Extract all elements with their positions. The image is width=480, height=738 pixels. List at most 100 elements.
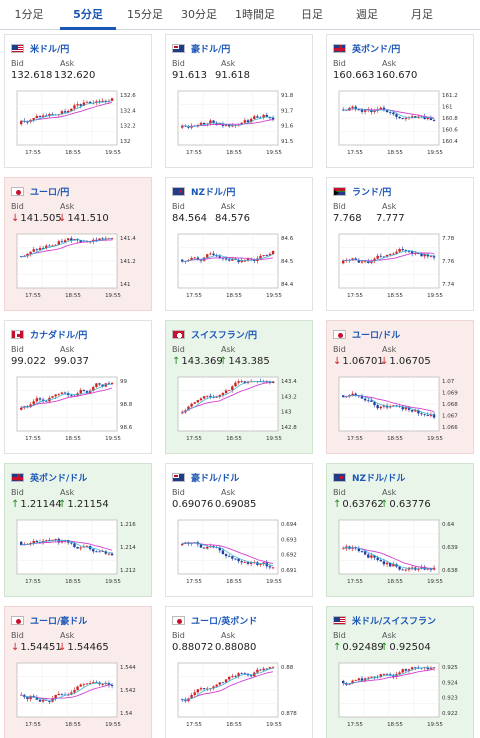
arrow-down-icon: ↓ [58,642,67,653]
tab-6[interactable]: 週足 [356,8,378,21]
candle [67,238,70,241]
currency-card[interactable]: NZドル/円 Bid Ask 84.564 84.576 84.6 84.5 84.4 17:5… [165,177,313,311]
mini-candlestick-chart[interactable]: 1.216 1.214 1.212 17:55 18:55 19:55 [15,518,143,592]
pair-name[interactable]: ユーロ/英ポンド [191,616,258,627]
currency-card[interactable]: 英ポンド/円 Bid Ask 160.663 160.670 161.2 161 160.8 1… [326,34,474,168]
mini-candlestick-chart[interactable]: 0.694 0.693 0.692 0.691 17:55 18:55 19:55 [176,518,304,592]
pair-name[interactable]: ランド/円 [352,187,392,198]
tab-0[interactable]: 1分足 [14,8,44,21]
candle [196,400,200,403]
ask-value: ↓1.54465 [58,642,109,653]
bid-value: 132.618 [11,70,53,81]
currency-card[interactable]: 米ドル/スイスフラン Bid Ask ↑0.92489 ↑0.92504 0.925 0.9… [326,606,474,738]
currency-card[interactable]: スイスフラン/円 Bid Ask ↑143.369 ↑143.385 143.4 143.2… [165,320,313,454]
candle [82,390,86,392]
candle [38,398,42,400]
currency-card[interactable]: ユーロ/豪ドル Bid Ask ↓1.54451 ↓1.54465 1.544 1.542 1… [4,606,152,738]
mini-candlestick-chart[interactable]: 0.925 0.924 0.923 0.922 17:55 18:55 19:55 [337,661,465,735]
pair-name[interactable]: 豪ドル/円 [191,44,231,55]
currency-card[interactable]: NZドル/ドル Bid Ask ↑0.63762 ↑0.63776 0.64 0.639 0.… [326,463,474,597]
candle [57,241,60,245]
candle [54,244,57,246]
mini-candlestick-chart[interactable]: 143.4 143.2 143 142.8 17:55 18:55 19:55 [176,375,304,449]
candle [410,667,414,670]
y-tick-label: 91.7 [281,108,294,114]
candle [218,682,221,685]
candle [228,555,231,557]
x-tick-label: 17:55 [186,579,202,585]
pair-name[interactable]: カナダドル/円 [30,330,88,341]
mini-candlestick-chart[interactable]: 132.6 132.4 132.2 132 17:55 18:55 19:55 [15,89,143,163]
y-tick-label: 1.07 [442,379,455,385]
pair-name[interactable]: ユーロ/ドル [352,330,401,341]
tab-2[interactable]: 15分足 [127,8,163,21]
candle [98,383,101,385]
candle [199,688,203,690]
candle [256,562,259,565]
ask-value: 0.88080 [215,642,257,653]
pair-name[interactable]: 豪ドル/ドル [191,473,240,484]
candle [202,122,206,125]
x-tick-label: 17:55 [347,722,363,728]
candle [426,667,429,670]
x-tick-label: 19:55 [266,436,282,442]
ask-value: ↓141.510 [58,213,109,224]
pair-name[interactable]: 米ドル/円 [30,44,70,55]
candle [228,259,231,261]
x-tick-label: 18:55 [226,293,242,299]
pair-name[interactable]: スイスフラン/円 [191,330,258,341]
bid-value: 7.768 [333,213,362,224]
currency-card[interactable]: 豪ドル/円 Bid Ask 91.613 91.618 91.8 91.7 91.6 91.5 1… [165,34,313,168]
arrow-down-icon: ↓ [333,356,342,367]
candle [237,381,240,383]
currency-card[interactable]: ユーロ/円 Bid Ask ↓141.505 ↓141.510 141.4 141.2 141… [4,177,152,311]
bid-label: Bid [333,488,346,497]
mini-candlestick-chart[interactable]: 161.2 161 160.8 160.6 160.4 17:55 18:55 19:55 [337,89,465,163]
y-tick-label: 1.069 [442,391,458,397]
bid-label: Bid [11,202,24,211]
mini-candlestick-chart[interactable]: 0.64 0.639 0.638 17:55 18:55 19:55 [337,518,465,592]
currency-card[interactable]: 米ドル/円 Bid Ask 132.618 132.620 132.6 132.4 132.2… [4,34,152,168]
tab-7[interactable]: 月足 [411,8,433,21]
candle [41,115,45,117]
candle [215,122,218,125]
mini-candlestick-chart[interactable]: 1.07 1.069 1.068 1.067 1.066 17:55 18:55 19:55 [337,375,465,449]
currency-card[interactable]: 豪ドル/ドル Bid Ask 0.69076 0.69085 0.694 0.693 0.69… [165,463,313,597]
currency-card[interactable]: ユーロ/英ポンド Bid Ask 0.88072 0.88080 0.88 0.878 17:… [165,606,313,738]
mini-candlestick-chart[interactable]: 1.544 1.542 1.54 17:55 18:55 19:55 [15,661,143,735]
pair-name[interactable]: 英ポンド/円 [352,44,401,55]
currency-card[interactable]: ランド/円 Bid Ask 7.768 7.777 7.78 7.76 7.74 17:55 18… [326,177,474,311]
candle [414,667,417,669]
mini-candlestick-chart[interactable]: 7.78 7.76 7.74 17:55 18:55 19:55 [337,232,465,306]
mini-candlestick-chart[interactable]: 99 98.8 98.6 17:55 18:55 19:55 [15,375,143,449]
ask-label: Ask [221,59,236,68]
candle [407,407,411,410]
currency-card[interactable]: ユーロ/ドル Bid Ask ↓1.06701 ↓1.06705 1.07 1.069 1.0… [326,320,474,454]
pair-name[interactable]: 英ポンド/ドル [30,473,88,484]
pair-name[interactable]: ユーロ/豪ドル [30,616,88,627]
candle [82,102,86,106]
candle [363,110,367,112]
y-tick-label: 141.4 [120,236,136,242]
candle [401,669,404,673]
tab-1[interactable]: 5分足 [60,0,116,30]
mini-candlestick-chart[interactable]: 141.4 141.2 141 17:55 18:55 19:55 [15,232,143,306]
x-tick-label: 18:55 [226,150,242,156]
currency-card[interactable]: カナダドル/円 Bid Ask 99.022 99.037 99 98.8 98.6 17:55… [4,320,152,454]
tab-5[interactable]: 日足 [301,8,323,21]
y-tick-label: 98.8 [120,402,133,408]
ask-value: ↓1.06705 [380,356,431,367]
candle [221,257,225,259]
x-tick-label: 18:55 [387,293,403,299]
mini-candlestick-chart[interactable]: 0.88 0.878 17:55 18:55 19:55 [176,661,304,735]
currency-card[interactable]: 英ポンド/ドル Bid Ask ↑1.21144 ↑1.21154 1.216 1.214 1… [4,463,152,597]
tab-4[interactable]: 1時間足 [235,8,275,21]
candle [54,394,57,397]
pair-name[interactable]: 米ドル/スイスフラン [352,616,437,627]
mini-candlestick-chart[interactable]: 91.8 91.7 91.6 91.5 17:55 18:55 19:55 [176,89,304,163]
pair-name[interactable]: ユーロ/円 [30,187,70,198]
pair-name[interactable]: NZドル/ドル [352,473,406,484]
tab-3[interactable]: 30分足 [181,8,217,21]
pair-name[interactable]: NZドル/円 [191,187,236,198]
mini-candlestick-chart[interactable]: 84.6 84.5 84.4 17:55 18:55 19:55 [176,232,304,306]
